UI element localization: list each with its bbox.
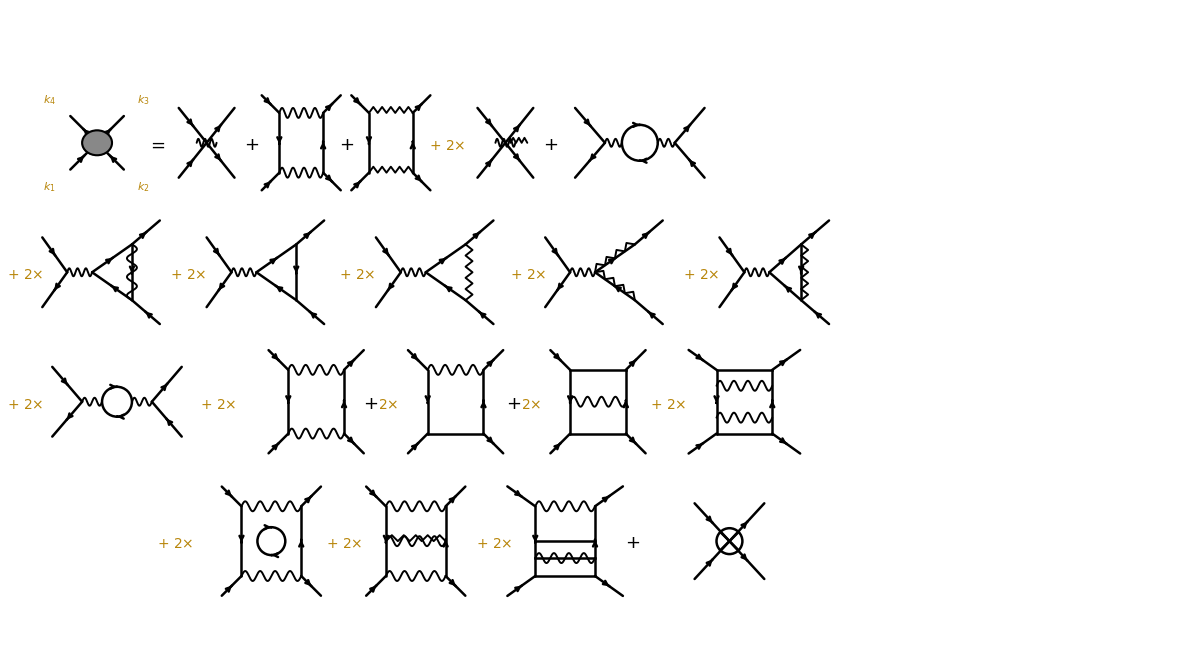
Text: $+\ 2{\times}$: $+\ 2{\times}$ [510, 268, 547, 282]
Text: $+\ 2{\times}$: $+\ 2{\times}$ [326, 537, 363, 551]
Text: $+\ 2{\times}$: $+\ 2{\times}$ [650, 398, 686, 412]
Text: $+\ 2{\times}$: $+\ 2{\times}$ [7, 398, 44, 412]
Text: $+\ 2{\times}$: $+\ 2{\times}$ [339, 268, 375, 282]
Text: $+\ 2{\times}$: $+\ 2{\times}$ [429, 139, 465, 153]
Text: $+\ 2{\times}$: $+\ 2{\times}$ [170, 268, 207, 282]
Text: $+\ 2{\times}$: $+\ 2{\times}$ [476, 537, 513, 551]
Text: $+$: $+$ [544, 136, 558, 154]
Text: $+$: $+$ [507, 394, 521, 413]
Text: $=$: $=$ [147, 136, 165, 154]
Ellipse shape [82, 130, 112, 155]
Text: $+\ 2{\times}$: $+\ 2{\times}$ [7, 268, 44, 282]
Text: $2{\times}$: $2{\times}$ [378, 398, 398, 412]
Text: $+$: $+$ [339, 136, 354, 154]
Text: $+$: $+$ [363, 394, 378, 413]
Text: $k_4$: $k_4$ [43, 93, 56, 107]
Text: $+$: $+$ [245, 136, 259, 154]
Text: $+\ 2{\times}$: $+\ 2{\times}$ [157, 537, 194, 551]
Text: $+\ 2{\times}$: $+\ 2{\times}$ [682, 268, 719, 282]
Text: $k_1$: $k_1$ [43, 181, 56, 194]
Text: $k_2$: $k_2$ [137, 181, 149, 194]
Text: $+$: $+$ [625, 534, 641, 552]
Text: $+\ 2{\times}$: $+\ 2{\times}$ [200, 398, 237, 412]
Text: $k_3$: $k_3$ [137, 93, 149, 107]
Text: $2{\times}$: $2{\times}$ [521, 398, 541, 412]
